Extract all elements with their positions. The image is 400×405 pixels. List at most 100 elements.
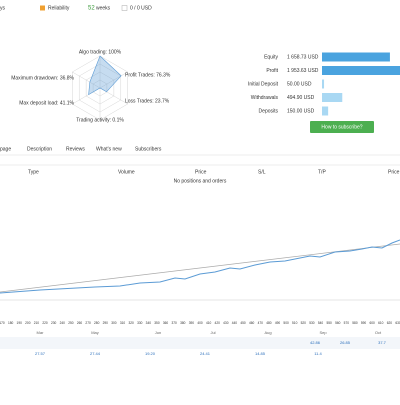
month-label: Mar	[37, 330, 45, 335]
radar-label: Maximum drawdown: 36.8%	[11, 75, 74, 81]
x-tick-label: 350	[154, 321, 160, 325]
stat-name: Withdrawals	[251, 95, 279, 101]
x-tick-label: 460	[249, 321, 255, 325]
column-header: Price	[195, 169, 207, 175]
stat-bar	[322, 66, 400, 75]
month-label: Jul	[210, 330, 215, 335]
monthly-value: 14.85	[255, 351, 266, 356]
radar-label: Trading activity: 0.1%	[76, 117, 124, 123]
stat-bar	[322, 93, 343, 102]
stat-bar	[322, 52, 390, 62]
column-header: Volume	[118, 169, 135, 175]
trend-line	[0, 243, 400, 293]
x-tick-label: 220	[42, 321, 48, 325]
stat-bar	[322, 106, 329, 116]
radar-label: Max deposit load: 41.1%	[19, 100, 74, 106]
x-tick-label: 420	[215, 321, 221, 325]
x-tick-label: 480	[266, 321, 272, 325]
checkbox[interactable]	[121, 5, 128, 11]
stat-name: Equity	[264, 54, 278, 60]
x-tick-label: 240	[60, 321, 66, 325]
x-tick-label: 410	[206, 321, 212, 325]
stat-value: 1 953.63 USD	[287, 68, 319, 74]
x-tick-label: 560	[335, 321, 341, 325]
monthly-value: 37.7	[378, 340, 387, 345]
month-label: Jun	[155, 330, 161, 335]
reliability-icon	[40, 5, 45, 11]
x-tick-label: 180	[8, 321, 14, 325]
tab[interactable]: Description	[27, 146, 52, 152]
x-tick-label: 370	[172, 321, 178, 325]
stat-name: Profit	[266, 68, 278, 74]
month-label: Oct	[375, 330, 382, 335]
monthly-row-band	[0, 337, 400, 349]
x-tick-label: 490	[275, 321, 281, 325]
x-tick-label: 250	[68, 321, 74, 325]
monthly-value: 19.20	[145, 351, 156, 356]
x-tick-label: 630	[395, 321, 400, 325]
x-tick-label: 340	[146, 321, 152, 325]
subscribe-button[interactable]	[310, 121, 374, 133]
x-tick-label: 580	[352, 321, 358, 325]
x-tick-label: 360	[163, 321, 169, 325]
tab[interactable]: Reviews	[66, 146, 85, 152]
x-tick-label: 520	[301, 321, 307, 325]
radar-spoke	[99, 71, 128, 89]
monthly-value: 11.4	[314, 351, 322, 356]
x-tick-label: 330	[137, 321, 143, 325]
stat-value: 494.90 USD	[287, 95, 315, 101]
x-tick-label: 260	[77, 321, 83, 325]
x-tick-label: 190	[17, 321, 23, 325]
radar-spoke	[72, 71, 101, 89]
x-tick-label: 390	[189, 321, 195, 325]
month-label: May	[91, 330, 99, 335]
radar-label: Algo trading: 100%	[79, 49, 122, 55]
stat-value: 150.00 USD	[287, 108, 315, 114]
radar-label: Loss Trades: 23.7%	[125, 98, 170, 104]
x-tick-label: 450	[240, 321, 246, 325]
x-tick-label: 230	[51, 321, 57, 325]
stat-value: 50.00 USD	[287, 81, 312, 87]
monthly-value: 42.86	[310, 340, 321, 345]
stat-value: 1 658.73 USD	[287, 54, 319, 60]
monthly-value: 27.44	[90, 351, 101, 356]
x-tick-label: 300	[111, 321, 117, 325]
x-tick-label: 570	[344, 321, 350, 325]
x-tick-label: 440	[232, 321, 238, 325]
month-label: Sep	[319, 330, 327, 335]
period: ys	[0, 5, 6, 11]
stat-bar	[322, 79, 325, 89]
radar-label: Profit Trades: 76.3%	[125, 72, 171, 78]
x-tick-label: 170	[0, 321, 5, 325]
weeks-number: 52	[88, 6, 95, 12]
x-tick-label: 380	[180, 321, 186, 325]
x-tick-label: 320	[128, 321, 134, 325]
x-tick-label: 430	[223, 321, 229, 325]
month-label: Aug	[264, 330, 271, 335]
x-tick-label: 310	[120, 321, 126, 325]
x-tick-label: 550	[326, 321, 332, 325]
growth-line	[0, 239, 400, 294]
x-tick-label: 510	[292, 321, 298, 325]
tab[interactable]: What's new	[96, 146, 122, 152]
column-header: Price	[388, 169, 400, 175]
weeks: weeks	[96, 5, 111, 11]
monthly-value: 24.41	[200, 351, 211, 356]
x-tick-label: 270	[85, 321, 91, 325]
x-tick-label: 210	[34, 321, 40, 325]
x-tick-label: 530	[309, 321, 315, 325]
stat-name: Initial Deposit	[248, 81, 279, 87]
subscribe-button-label: How to subscribe?	[321, 124, 362, 130]
x-tick-label: 620	[387, 321, 393, 325]
x-tick-label: 500	[283, 321, 289, 325]
x-tick-label: 290	[103, 321, 109, 325]
x-tick-label: 610	[378, 321, 384, 325]
column-header: Type	[28, 169, 39, 175]
x-tick-label: 280	[94, 321, 100, 325]
x-tick-label: 590	[361, 321, 367, 325]
tab[interactable]: Subscribers	[135, 146, 162, 152]
tab[interactable]: page	[0, 146, 11, 152]
x-tick-label: 470	[258, 321, 264, 325]
x-tick-label: 540	[318, 321, 324, 325]
